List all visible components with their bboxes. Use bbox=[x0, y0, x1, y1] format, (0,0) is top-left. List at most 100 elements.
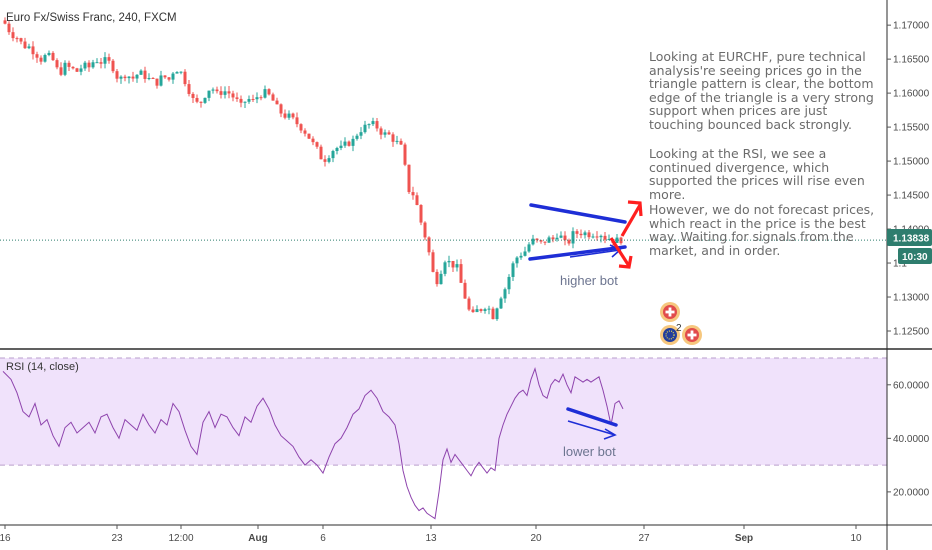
candle-body bbox=[591, 236, 595, 238]
candle-body bbox=[499, 298, 503, 309]
candle-body bbox=[35, 54, 39, 58]
triangle-lower-line[interactable] bbox=[528, 245, 627, 261]
candle-body bbox=[47, 52, 51, 56]
candle-body bbox=[523, 251, 527, 256]
candles bbox=[3, 17, 623, 321]
candle-body bbox=[375, 121, 379, 129]
candle-body bbox=[387, 132, 391, 135]
time-tick-label: Sep bbox=[735, 533, 753, 544]
candle-body bbox=[219, 91, 223, 95]
rsi-panel-background bbox=[0, 357, 887, 466]
candle-body bbox=[391, 134, 395, 142]
candle-body bbox=[379, 128, 383, 135]
candle-body bbox=[115, 71, 119, 79]
candle-body bbox=[127, 76, 131, 79]
candle-body bbox=[287, 113, 291, 118]
candle-body bbox=[191, 93, 195, 98]
candle-body bbox=[583, 232, 587, 236]
candle-body bbox=[19, 38, 23, 42]
candle-body bbox=[3, 20, 7, 24]
candle-body bbox=[463, 282, 467, 299]
candle-body bbox=[335, 148, 339, 152]
candle-body bbox=[163, 75, 167, 78]
candle-body bbox=[231, 93, 235, 98]
candle-body bbox=[263, 89, 267, 98]
rsi-title[interactable]: RSI (14, close) bbox=[6, 361, 79, 373]
candle-body bbox=[195, 97, 199, 102]
candle-body bbox=[507, 276, 511, 290]
down-arrow[interactable] bbox=[609, 237, 631, 267]
candle-body bbox=[175, 72, 179, 74]
candle-body bbox=[319, 146, 323, 160]
candle-body bbox=[323, 159, 327, 162]
countdown-value: 10:30 bbox=[902, 252, 928, 263]
candle-body bbox=[495, 308, 499, 320]
up-arrow[interactable] bbox=[620, 204, 642, 237]
candle-body bbox=[367, 124, 371, 126]
news-event-icon[interactable] bbox=[660, 302, 680, 322]
rsi-axis[interactable]: 20.0000 40.0000 60.0000 bbox=[887, 380, 930, 498]
price-axis[interactable]: 1.125001.130001.11.140001.145001.150001.… bbox=[887, 21, 930, 338]
analysis-text-2: Looking at the RSI, we see a continued d… bbox=[649, 146, 865, 202]
time-tick-label: 16 bbox=[0, 533, 11, 544]
rsi-divergence-line[interactable] bbox=[566, 407, 618, 427]
price-tick-label: 1.1 bbox=[893, 259, 907, 270]
candle-body bbox=[311, 138, 315, 143]
rsi-divergence-drawing[interactable] bbox=[566, 407, 618, 440]
symbol-title[interactable]: Euro Fx/Swiss Franc, 240, FXCM bbox=[6, 12, 177, 24]
time-tick-label: 27 bbox=[638, 533, 650, 544]
candle-body bbox=[215, 89, 219, 92]
candle-body bbox=[575, 231, 579, 234]
price-tick-label: 1.17000 bbox=[893, 21, 930, 32]
candle-body bbox=[579, 233, 583, 236]
eu-flag-icon[interactable] bbox=[660, 325, 680, 345]
candle-body bbox=[167, 77, 171, 80]
candle-body bbox=[599, 235, 603, 238]
candle-body bbox=[539, 240, 543, 242]
candle-body bbox=[75, 68, 79, 72]
candle-body bbox=[479, 309, 483, 311]
lower-bot-label: lower bot bbox=[563, 444, 616, 459]
rsi-tick-label: 40.0000 bbox=[893, 434, 930, 445]
candle-body bbox=[595, 236, 599, 238]
candle-body bbox=[343, 141, 347, 146]
news-event-icon-2[interactable] bbox=[682, 325, 702, 345]
candle-body bbox=[271, 94, 275, 101]
triangle-upper-line[interactable] bbox=[529, 203, 627, 224]
rsi-series-path bbox=[2, 367, 624, 520]
candle-body bbox=[423, 222, 427, 238]
candle-body bbox=[515, 257, 519, 264]
higher-bot-arrow[interactable] bbox=[569, 249, 621, 258]
time-axis[interactable]: 16 23 12:00 Aug 6 13 20 27 Sep 10 bbox=[0, 525, 862, 544]
candle-body bbox=[491, 308, 495, 320]
candle-body bbox=[79, 68, 83, 72]
candle-body bbox=[275, 100, 279, 105]
analysis-text-3: However, we do not forecast prices, whic… bbox=[649, 202, 875, 258]
candle-body bbox=[359, 132, 363, 136]
candle-body bbox=[467, 298, 471, 310]
candle-body bbox=[315, 142, 319, 147]
candle-body bbox=[211, 89, 215, 91]
candle-body bbox=[447, 260, 451, 263]
candle-body bbox=[155, 78, 159, 86]
red-arrows[interactable] bbox=[609, 200, 643, 269]
candle-body bbox=[451, 260, 455, 268]
price-tick-label: 1.15500 bbox=[893, 123, 930, 134]
candle-body bbox=[371, 121, 375, 125]
candle-body bbox=[95, 62, 99, 64]
lower-bot-arrow[interactable] bbox=[567, 420, 616, 436]
candle-body bbox=[179, 71, 183, 73]
candle-body bbox=[487, 308, 491, 310]
candle-body bbox=[143, 70, 147, 79]
candle-body bbox=[427, 237, 431, 253]
candle-body bbox=[207, 90, 211, 98]
candle-body bbox=[455, 264, 459, 268]
rsi-band bbox=[0, 358, 887, 466]
event-markers[interactable]: 2 bbox=[660, 302, 702, 345]
candle-body bbox=[407, 164, 411, 193]
candle-body bbox=[587, 232, 591, 238]
candle-body bbox=[439, 273, 443, 285]
candle-body bbox=[123, 76, 127, 79]
candle-body bbox=[199, 101, 203, 103]
